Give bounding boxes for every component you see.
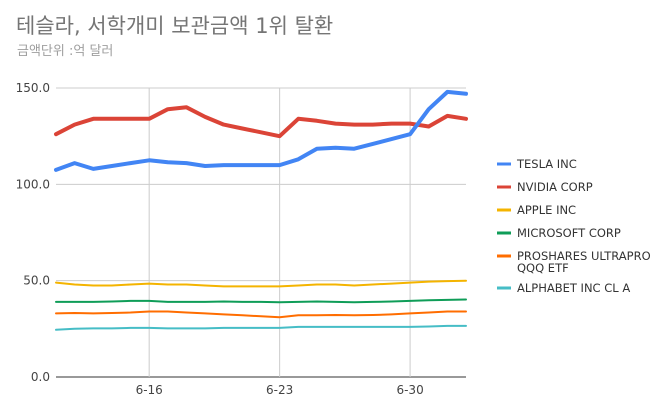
- x-tick-label-0: 6-16: [136, 383, 163, 397]
- y-tick-label-3: 150.0: [16, 81, 50, 95]
- legend-label-5: ALPHABET INC CL A: [517, 281, 630, 295]
- series-line-alphabet-inc-cl-a: [55, 324, 467, 331]
- series-line-apple-inc: [55, 279, 467, 288]
- chart-title: 테슬라, 서학개미 보관금액 1위 탈환: [16, 14, 334, 38]
- series-line-proshares-ultrapro-qqq-etf: [55, 310, 467, 319]
- legend-label-0: TESLA INC: [516, 157, 577, 171]
- legend-label-1: NVIDIA CORP: [517, 180, 593, 194]
- legend-label-4: PROSHARES ULTRAPRO QQQ ETF: [517, 249, 651, 275]
- legend-label-2: APPLE INC: [517, 203, 576, 217]
- y-tick-label-2: 100.0: [16, 177, 50, 191]
- series-line-microsoft-corp: [55, 298, 467, 304]
- y-tick-label-1: 50.0: [23, 274, 50, 288]
- legend-label-3: MICROSOFT CORP: [517, 226, 621, 240]
- series-line-nvidia-corp: [54, 105, 468, 139]
- series-line-tesla-inc: [54, 89, 468, 172]
- x-tick-label-2: 6-30: [396, 383, 423, 397]
- x-tick-label-1: 6-23: [266, 383, 293, 397]
- chart-subtitle: 금액단위 :억 달러: [17, 44, 114, 59]
- y-tick-label-0: 0.0: [31, 370, 50, 384]
